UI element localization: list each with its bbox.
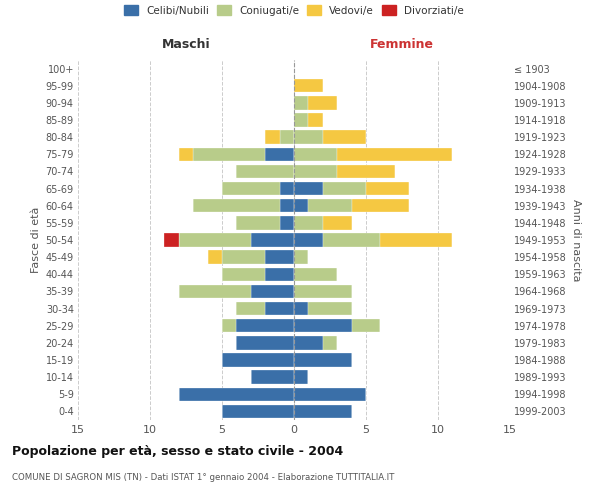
- Bar: [251, 370, 294, 384]
- Bar: [380, 234, 452, 246]
- Bar: [294, 199, 308, 212]
- Bar: [294, 268, 337, 281]
- Bar: [337, 164, 395, 178]
- Bar: [222, 268, 265, 281]
- Bar: [179, 388, 294, 401]
- Text: Femmine: Femmine: [370, 38, 434, 52]
- Bar: [193, 148, 265, 161]
- Bar: [323, 216, 352, 230]
- Text: COMUNE DI SAGRON MIS (TN) - Dati ISTAT 1° gennaio 2004 - Elaborazione TUTTITALIA: COMUNE DI SAGRON MIS (TN) - Dati ISTAT 1…: [12, 472, 394, 482]
- Bar: [222, 250, 265, 264]
- Bar: [179, 234, 251, 246]
- Bar: [222, 182, 280, 196]
- Bar: [294, 114, 308, 126]
- Bar: [294, 130, 323, 144]
- Bar: [323, 336, 337, 349]
- Bar: [294, 182, 323, 196]
- Bar: [265, 148, 294, 161]
- Bar: [294, 354, 352, 366]
- Bar: [366, 182, 409, 196]
- Y-axis label: Fasce di età: Fasce di età: [31, 207, 41, 273]
- Bar: [294, 388, 366, 401]
- Bar: [222, 354, 294, 366]
- Bar: [164, 234, 179, 246]
- Bar: [294, 404, 352, 418]
- Bar: [280, 130, 294, 144]
- Bar: [236, 216, 280, 230]
- Bar: [308, 302, 352, 316]
- Bar: [308, 96, 337, 110]
- Bar: [179, 284, 251, 298]
- Bar: [251, 284, 294, 298]
- Bar: [352, 199, 409, 212]
- Bar: [294, 96, 308, 110]
- Bar: [222, 404, 294, 418]
- Text: Popolazione per età, sesso e stato civile - 2004: Popolazione per età, sesso e stato civil…: [12, 445, 343, 458]
- Bar: [265, 130, 280, 144]
- Bar: [265, 268, 294, 281]
- Bar: [294, 216, 323, 230]
- Bar: [179, 148, 193, 161]
- Bar: [294, 336, 323, 349]
- Bar: [193, 199, 280, 212]
- Text: Maschi: Maschi: [161, 38, 211, 52]
- Bar: [323, 182, 366, 196]
- Bar: [337, 148, 452, 161]
- Bar: [265, 302, 294, 316]
- Bar: [236, 164, 294, 178]
- Bar: [323, 234, 380, 246]
- Bar: [236, 336, 294, 349]
- Bar: [280, 216, 294, 230]
- Bar: [294, 79, 323, 92]
- Bar: [294, 319, 352, 332]
- Bar: [265, 250, 294, 264]
- Bar: [352, 319, 380, 332]
- Bar: [294, 302, 308, 316]
- Bar: [280, 199, 294, 212]
- Bar: [323, 130, 366, 144]
- Bar: [294, 250, 308, 264]
- Bar: [236, 302, 265, 316]
- Bar: [294, 284, 352, 298]
- Bar: [236, 319, 294, 332]
- Bar: [308, 114, 323, 126]
- Y-axis label: Anni di nascita: Anni di nascita: [571, 198, 581, 281]
- Bar: [294, 164, 337, 178]
- Bar: [294, 234, 323, 246]
- Bar: [251, 234, 294, 246]
- Legend: Celibi/Nubili, Coniugati/e, Vedovi/e, Divorziati/e: Celibi/Nubili, Coniugati/e, Vedovi/e, Di…: [121, 2, 467, 19]
- Bar: [294, 148, 337, 161]
- Bar: [308, 199, 352, 212]
- Bar: [208, 250, 222, 264]
- Bar: [222, 319, 236, 332]
- Bar: [294, 370, 308, 384]
- Bar: [280, 182, 294, 196]
